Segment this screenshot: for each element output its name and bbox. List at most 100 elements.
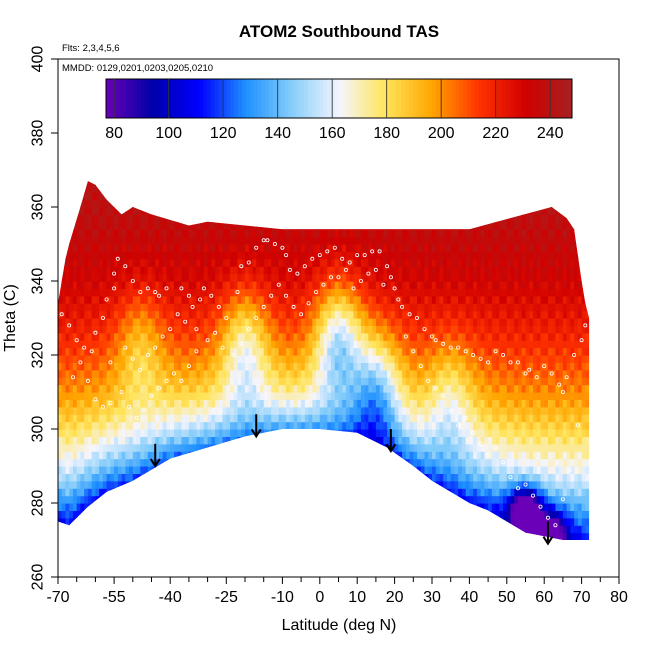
heatmap-cell [387,369,392,378]
heatmap-cell [256,303,261,312]
heatmap-cell [293,318,298,326]
heatmap-cell [129,436,134,445]
heatmap-cell [312,466,317,474]
heatmap-cell [248,399,254,408]
heatmap-cell [301,244,306,252]
heatmap-cell [316,295,321,304]
heatmap-cell [409,414,414,423]
heatmap-cell [271,495,276,504]
heatmap-cell [144,392,149,400]
heatmap-cell [387,399,392,408]
heatmap-cell [203,310,209,319]
heatmap-cell [402,414,407,423]
heatmap-cell [278,192,283,201]
heatmap-cell [428,273,433,282]
heatmap-cell [84,318,89,326]
heatmap-cell [394,181,399,186]
heatmap-cell [282,221,287,230]
heatmap-cell [248,458,254,467]
heatmap-cell [312,318,317,326]
heatmap-cell [316,540,320,548]
heatmap-cell [293,184,298,193]
heatmap-cell [162,369,168,378]
heatmap-cell [110,318,115,326]
heatmap-cell [106,532,111,540]
heatmap-cell [72,458,78,467]
heatmap-cell [207,414,212,423]
heatmap-cell [170,325,175,334]
heatmap-cell [271,384,276,393]
heatmap-cell [263,355,269,363]
heatmap-cell [136,377,141,386]
heatmap-cell [129,517,134,526]
heatmap-cell [338,325,343,334]
heatmap-cell [188,288,194,297]
heatmap-cell [241,288,246,297]
heatmap-cell [117,451,123,460]
heatmap-cell [368,429,373,437]
heatmap-cell [259,214,265,223]
heatmap-cell [316,532,321,540]
heatmap-cell [61,532,67,540]
heatmap-cell [132,207,138,215]
heatmap-cell [144,384,149,393]
heatmap-cell [267,473,272,482]
heatmap-cell [162,192,168,201]
heatmap-cell [282,325,287,334]
heatmap-cell [207,473,212,482]
heatmap-cell [319,318,325,326]
heatmap-cell [76,362,82,371]
heatmap-cell [233,525,239,534]
heatmap-cell [267,192,272,201]
heatmap-cell [387,503,392,511]
heatmap-cell [87,214,93,223]
heatmap-cell [349,384,355,393]
heatmap-cell [342,325,347,334]
heatmap-cell [417,473,422,482]
heatmap-cell [327,258,332,267]
heatmap-cell [226,436,231,445]
heatmap-cell [237,258,242,267]
heatmap-cell [121,347,126,356]
heatmap-cell [312,414,317,423]
heatmap-cell [327,288,332,297]
heatmap-cell [394,266,399,275]
heatmap-cell [155,273,160,282]
heatmap-cell [248,295,254,304]
heatmap-cell [144,295,149,304]
heatmap-cell [144,221,149,230]
heatmap-cell [338,310,343,319]
heatmap-cell [84,384,89,393]
heatmap-cell [87,266,93,275]
heatmap-cell [278,384,283,393]
heatmap-cell [144,332,149,341]
heatmap-cell [69,310,74,319]
heatmap-cell [349,473,355,482]
heatmap-cell [129,384,134,393]
heatmap-cell [428,532,433,540]
heatmap-cell [417,399,422,408]
heatmap-cell [106,384,111,393]
heatmap-cell [375,503,381,511]
heatmap-cell [420,421,426,430]
heatmap-cell [409,355,414,363]
heatmap-cell [248,421,254,430]
heatmap-cell [301,517,306,526]
heatmap-cell [274,214,280,223]
heatmap-cell [297,399,302,408]
heatmap-cell [428,207,433,215]
heatmap-cell [271,510,276,519]
heatmap-cell [289,525,295,534]
heatmap-cell [226,377,231,386]
heatmap-cell [170,181,175,186]
heatmap-cell [177,443,183,452]
heatmap-cell [428,399,433,408]
heatmap-cell [72,466,78,474]
heatmap-cell [402,347,407,356]
heatmap-cell [428,480,433,489]
heatmap-cell [58,525,63,534]
heatmap-cell [91,347,96,356]
heatmap-cell [144,288,149,297]
heatmap-cell [409,303,414,312]
heatmap-cell [417,229,422,238]
